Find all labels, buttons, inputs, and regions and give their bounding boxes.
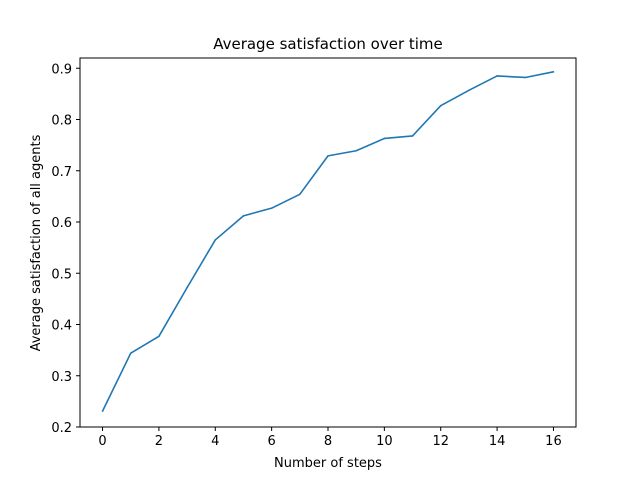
data-point	[468, 89, 470, 92]
x-axis-label: Number of steps	[274, 456, 382, 471]
x-tick-label: 8	[324, 434, 332, 449]
y-tick-label: 0.4	[51, 319, 72, 334]
data-point	[439, 104, 442, 107]
y-tick-label: 0.2	[51, 421, 72, 436]
data-point	[524, 76, 527, 79]
data-point	[411, 135, 414, 137]
y-tick-label: 0.3	[51, 370, 72, 385]
y-tick-label: 0.5	[51, 267, 72, 282]
x-tick-label: 4	[211, 434, 219, 449]
data-point	[383, 137, 386, 140]
data-points	[101, 71, 555, 412]
x-tick-label: 16	[545, 434, 562, 449]
y-tick-label: 0.8	[51, 114, 72, 129]
x-tick-label: 6	[267, 434, 275, 449]
data-point	[186, 286, 188, 289]
data-point	[214, 239, 217, 241]
x-tick-label: 14	[489, 434, 506, 449]
ticks: 0 2 4 6 8 10 12 14 16 0.2 0.3 0.4 0.5 0.6 0.7 0.8 0.9	[51, 62, 561, 449]
x-tick-label: 2	[155, 434, 163, 449]
data-point	[158, 335, 160, 338]
data-point	[242, 215, 245, 217]
y-tick-label: 0.7	[51, 165, 72, 180]
data-point	[101, 410, 104, 412]
data-point	[270, 207, 273, 209]
y-axis-label: Average satisfaction of all agents	[29, 134, 44, 351]
y-tick-label: 0.9	[51, 62, 72, 77]
data-point	[355, 149, 357, 152]
data-point	[496, 75, 498, 77]
x-tick-label: 10	[376, 434, 393, 449]
x-tick-label: 12	[432, 434, 449, 449]
data-point	[327, 155, 329, 157]
data-point	[299, 193, 301, 196]
x-tick-label: 0	[98, 434, 106, 449]
data-point	[552, 71, 555, 73]
data-point	[129, 352, 132, 355]
chart-title: Average satisfaction over time	[213, 35, 443, 53]
y-tick-label: 0.6	[51, 216, 72, 231]
